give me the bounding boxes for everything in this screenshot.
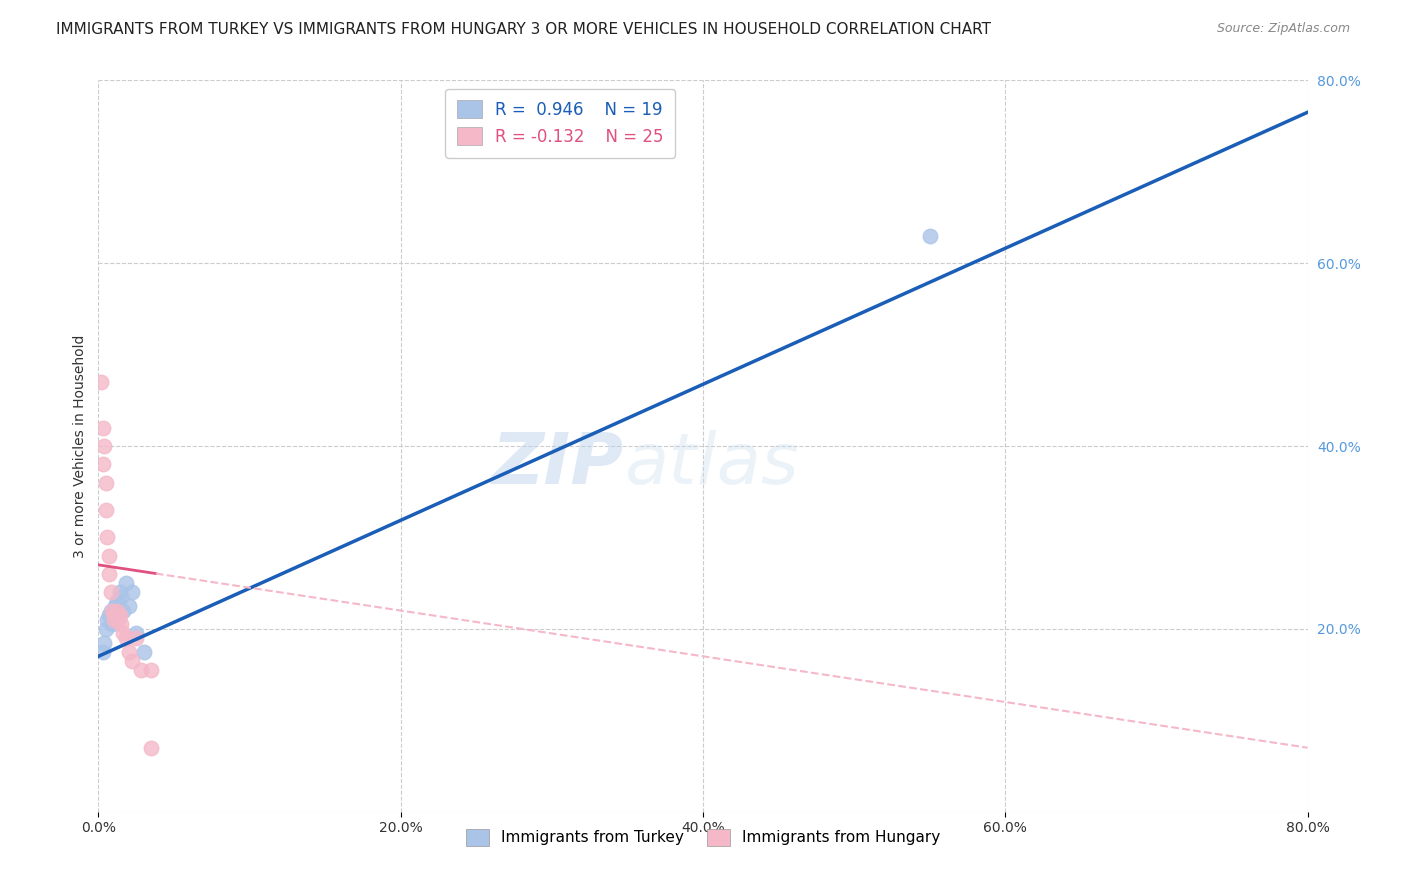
Point <box>107 613 129 627</box>
Point <box>141 663 163 677</box>
Text: atlas: atlas <box>624 430 799 499</box>
Point <box>114 631 136 645</box>
Point <box>105 603 128 617</box>
Point <box>90 375 112 389</box>
Point <box>118 599 141 613</box>
Point <box>101 603 124 617</box>
Point <box>108 608 131 623</box>
Point <box>132 645 155 659</box>
Point <box>125 626 148 640</box>
Point <box>93 635 115 649</box>
Point <box>91 457 114 471</box>
Point <box>94 503 117 517</box>
Point <box>103 613 125 627</box>
Point <box>105 594 128 608</box>
Point <box>100 603 122 617</box>
Point <box>96 613 118 627</box>
Point <box>96 530 118 544</box>
Point <box>91 421 114 435</box>
Point <box>110 617 132 632</box>
Point <box>111 603 134 617</box>
Point <box>110 590 132 604</box>
Point <box>91 645 114 659</box>
Text: ZIP: ZIP <box>492 430 624 499</box>
Y-axis label: 3 or more Vehicles in Household: 3 or more Vehicles in Household <box>73 334 87 558</box>
Point <box>100 585 122 599</box>
Point <box>104 608 127 623</box>
Point <box>108 585 131 599</box>
Point <box>129 663 152 677</box>
Point <box>121 585 143 599</box>
Point <box>94 622 117 636</box>
Point <box>98 567 121 582</box>
Point <box>918 228 941 243</box>
Point <box>94 475 117 490</box>
Point <box>98 608 121 623</box>
Point <box>111 626 134 640</box>
Point <box>118 645 141 659</box>
Point <box>104 599 127 613</box>
Text: IMMIGRANTS FROM TURKEY VS IMMIGRANTS FROM HUNGARY 3 OR MORE VEHICLES IN HOUSEHOL: IMMIGRANTS FROM TURKEY VS IMMIGRANTS FRO… <box>56 22 991 37</box>
Point <box>98 549 121 563</box>
Text: Source: ZipAtlas.com: Source: ZipAtlas.com <box>1216 22 1350 36</box>
Point <box>93 439 115 453</box>
Point <box>121 654 143 668</box>
Point <box>141 740 163 755</box>
Legend: Immigrants from Turkey, Immigrants from Hungary: Immigrants from Turkey, Immigrants from … <box>460 822 946 852</box>
Point <box>103 608 125 623</box>
Point <box>101 617 124 632</box>
Point <box>114 576 136 591</box>
Point <box>125 631 148 645</box>
